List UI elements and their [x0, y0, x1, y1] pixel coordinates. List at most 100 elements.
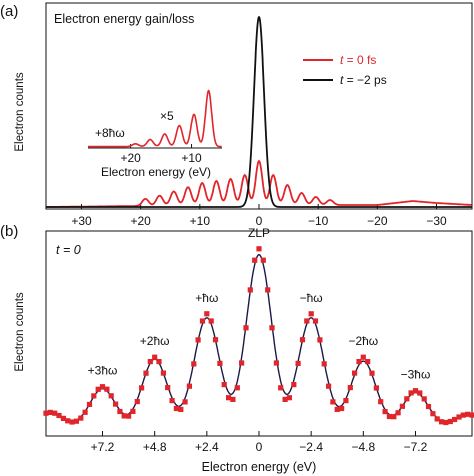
- inset-annotation-8hw: +8ħω: [95, 126, 125, 140]
- data-marker: [82, 409, 88, 415]
- data-marker: [78, 415, 84, 421]
- data-marker: [99, 384, 106, 390]
- inset-xaxis: +20 +10: [120, 144, 202, 165]
- panel-a-legend: t = 0 fs t = −2 ps: [303, 53, 387, 87]
- data-marker: [91, 393, 97, 399]
- data-marker: [134, 399, 140, 405]
- data-marker: [139, 385, 145, 391]
- peak-label: +ħω: [195, 291, 218, 305]
- data-marker: [60, 415, 66, 421]
- data-marker: [226, 395, 232, 401]
- data-marker: [86, 401, 93, 407]
- data-marker: [186, 383, 192, 389]
- data-marker: [243, 325, 249, 331]
- data-marker: [465, 411, 471, 417]
- data-marker: [247, 287, 253, 293]
- panel-a-inset: +20 +10 +8ħω ×5 Electron energy (eV): [88, 89, 222, 179]
- data-marker: [295, 360, 301, 366]
- inset-series-line: [88, 89, 222, 148]
- panel-b-xtick-label: −7.2: [404, 440, 428, 454]
- data-marker: [221, 382, 227, 388]
- data-marker: [147, 359, 153, 365]
- data-marker: [299, 337, 306, 343]
- inset-xtick-label: +20: [120, 151, 141, 165]
- data-marker: [291, 382, 297, 388]
- legend-label-t-2ps: t = −2 ps: [340, 73, 387, 87]
- inset-xlabel: Electron energy (eV): [101, 165, 211, 179]
- data-marker: [69, 419, 75, 425]
- panel-b-frame: [45, 230, 473, 437]
- data-marker: [169, 398, 175, 404]
- data-marker: [395, 410, 401, 416]
- data-marker: [430, 411, 436, 417]
- panel-a-xtick-label: +10: [190, 214, 211, 228]
- data-marker: [73, 418, 79, 424]
- data-marker: [360, 354, 366, 360]
- panel-b-xaxis: +7.2 +4.8 +2.4 0 −2.4 −4.8 −7.2: [91, 431, 428, 454]
- data-marker: [347, 385, 353, 391]
- data-marker: [417, 390, 423, 396]
- data-marker: [256, 246, 262, 252]
- data-marker: [312, 318, 319, 324]
- peak-label: +2ħω: [140, 334, 170, 348]
- panel-a-series: [46, 15, 472, 208]
- panel-a-xtick-label: +20: [130, 214, 151, 228]
- data-marker: [156, 359, 162, 365]
- panel-b-ylabel: Electron counts: [14, 292, 26, 372]
- data-marker: [113, 401, 119, 407]
- data-marker: [126, 413, 132, 419]
- data-marker: [286, 395, 292, 401]
- data-marker: [456, 414, 462, 420]
- panel-a-xtick-label: 0: [256, 214, 263, 228]
- panel-a-xtick-label: +30: [71, 214, 92, 228]
- data-marker: [304, 318, 310, 324]
- data-marker: [230, 396, 236, 402]
- data-marker: [234, 385, 240, 391]
- data-marker: [378, 399, 384, 405]
- data-marker: [47, 409, 53, 415]
- panel-b-xtick-label: −4.8: [351, 440, 375, 454]
- panel-b-xtick-label: +7.2: [91, 440, 115, 454]
- panel-b-xtick-label: −2.4: [299, 440, 323, 454]
- data-marker: [404, 396, 410, 402]
- data-marker: [208, 318, 214, 324]
- data-marker: [160, 370, 166, 376]
- data-marker: [434, 416, 440, 422]
- inset-series: [88, 89, 222, 148]
- data-marker: [399, 403, 405, 409]
- data-marker: [95, 386, 101, 392]
- panel-b-series: [43, 246, 474, 426]
- data-marker: [117, 408, 123, 415]
- data-marker: [273, 360, 279, 366]
- data-marker: [452, 416, 458, 423]
- panel-a-label: (a): [0, 3, 18, 20]
- panel-a-xtick-label: −20: [367, 214, 388, 228]
- data-marker: [421, 396, 427, 402]
- data-marker: [269, 325, 275, 331]
- data-marker: [252, 257, 258, 263]
- data-marker: [204, 311, 210, 317]
- inset-annotation-x5: ×5: [160, 109, 174, 123]
- panel-a-xtick-label: −10: [308, 214, 329, 228]
- panel-b: Electron counts t = 0 +3ħω +2ħω +ħω ZLP −ħω −…: [14, 226, 474, 474]
- data-marker: [121, 413, 127, 419]
- data-marker: [173, 405, 179, 412]
- data-marker: [182, 399, 188, 405]
- data-marker: [191, 361, 197, 367]
- panel-b-xlabel: Electron energy (eV): [202, 460, 317, 474]
- data-marker: [382, 409, 388, 415]
- data-marker: [443, 419, 449, 426]
- data-marker: [369, 370, 375, 376]
- data-marker: [469, 412, 474, 418]
- data-marker: [130, 408, 136, 414]
- data-marker: [152, 354, 158, 360]
- data-marker: [212, 337, 219, 343]
- data-marker: [326, 383, 332, 389]
- data-marker: [165, 385, 171, 391]
- data-marker: [195, 337, 201, 343]
- panel-a-title: Electron energy gain/loss: [54, 12, 194, 26]
- data-marker: [143, 370, 149, 376]
- peak-label: −3ħω: [401, 368, 431, 382]
- data-marker: [65, 418, 71, 424]
- data-marker: [317, 337, 323, 343]
